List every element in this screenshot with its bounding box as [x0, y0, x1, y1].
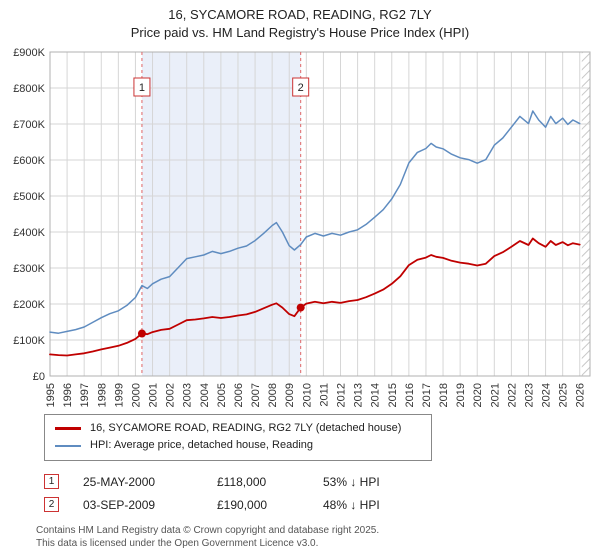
sale-1-hpi-diff: 53% ↓ HPI [323, 474, 380, 489]
sale-2-price: £190,000 [217, 497, 268, 512]
svg-text:2008: 2008 [267, 383, 279, 407]
svg-text:2024: 2024 [541, 383, 553, 407]
svg-text:2001: 2001 [148, 383, 160, 407]
svg-text:2: 2 [298, 82, 304, 94]
svg-text:2003: 2003 [182, 383, 194, 407]
svg-text:2006: 2006 [233, 383, 245, 407]
svg-text:2010: 2010 [301, 383, 313, 407]
svg-text:£900K: £900K [13, 47, 45, 59]
legend-item-property: 16, SYCAMORE ROAD, READING, RG2 7LY (det… [55, 420, 421, 437]
svg-text:2005: 2005 [216, 383, 228, 407]
svg-text:£0: £0 [33, 371, 45, 383]
footer-line-1: Contains HM Land Registry data © Crown c… [36, 525, 380, 536]
svg-text:2023: 2023 [523, 383, 535, 407]
sale-1-marker-number: 1 [44, 474, 59, 489]
svg-text:2000: 2000 [130, 383, 142, 407]
sale-1-date: 25-MAY-2000 [83, 474, 156, 489]
svg-text:2016: 2016 [404, 383, 416, 407]
price-chart: £0 £100K £200K £300K £400K £500K £600K £700K £80… [13, 47, 591, 407]
legend: 16, SYCAMORE ROAD, READING, RG2 7LY (det… [44, 414, 432, 461]
sales-table: 1 25-MAY-2000 £118,000 53% ↓ HPI 2 03-SE… [44, 470, 600, 516]
svg-text:2011: 2011 [318, 383, 330, 407]
sale-2-marker-number: 2 [44, 497, 59, 512]
svg-text:2019: 2019 [455, 383, 467, 407]
svg-text:2017: 2017 [421, 383, 433, 407]
svg-text:1999: 1999 [113, 383, 125, 407]
svg-text:2012: 2012 [336, 383, 348, 407]
footer: Contains HM Land Registry data © Crown c… [36, 524, 600, 550]
sale-row-2: 2 03-SEP-2009 £190,000 48% ↓ HPI [44, 493, 600, 516]
svg-text:£300K: £300K [13, 263, 45, 275]
svg-text:£700K: £700K [13, 119, 45, 131]
svg-text:£400K: £400K [13, 227, 45, 239]
svg-text:£200K: £200K [13, 299, 45, 311]
svg-text:2026: 2026 [575, 383, 587, 407]
svg-text:1998: 1998 [96, 383, 108, 407]
legend-label-hpi: HPI: Average price, detached house, Read… [90, 439, 314, 451]
legend-item-hpi: HPI: Average price, detached house, Read… [55, 437, 421, 454]
svg-text:2014: 2014 [370, 383, 382, 407]
svg-text:2009: 2009 [284, 383, 296, 407]
footer-line-2: This data is licensed under the Open Gov… [36, 538, 319, 549]
hpi-line-swatch [55, 444, 81, 447]
svg-text:2018: 2018 [438, 383, 450, 407]
svg-text:2021: 2021 [489, 383, 501, 407]
svg-text:2022: 2022 [506, 383, 518, 407]
svg-text:2020: 2020 [472, 383, 484, 407]
svg-text:2025: 2025 [558, 383, 570, 407]
svg-text:2002: 2002 [165, 383, 177, 407]
svg-text:1996: 1996 [62, 383, 74, 407]
chart-subtitle: Price paid vs. HM Land Registry's House … [130, 25, 470, 40]
svg-text:2004: 2004 [199, 383, 211, 407]
sale-2-date: 03-SEP-2009 [83, 497, 156, 512]
svg-text:2007: 2007 [250, 383, 262, 407]
svg-text:1: 1 [139, 82, 145, 94]
chart-title: 16, SYCAMORE ROAD, READING, RG2 7LY [168, 7, 432, 22]
svg-text:2015: 2015 [387, 383, 399, 407]
svg-text:1997: 1997 [79, 383, 91, 407]
property-line-swatch [55, 427, 81, 430]
svg-text:£800K: £800K [13, 83, 45, 95]
svg-text:2013: 2013 [353, 383, 365, 407]
svg-text:1995: 1995 [45, 383, 57, 407]
chart-header: 16, SYCAMORE ROAD, READING, RG2 7LY Pric… [0, 0, 600, 40]
sale-row-1: 1 25-MAY-2000 £118,000 53% ↓ HPI [44, 470, 600, 493]
sale-2-hpi-diff: 48% ↓ HPI [323, 497, 380, 512]
legend-label-property: 16, SYCAMORE ROAD, READING, RG2 7LY (det… [90, 422, 402, 434]
sale-1-price: £118,000 [217, 474, 267, 489]
svg-text:£500K: £500K [13, 191, 45, 203]
svg-text:£600K: £600K [13, 155, 45, 167]
svg-text:£100K: £100K [13, 335, 45, 347]
